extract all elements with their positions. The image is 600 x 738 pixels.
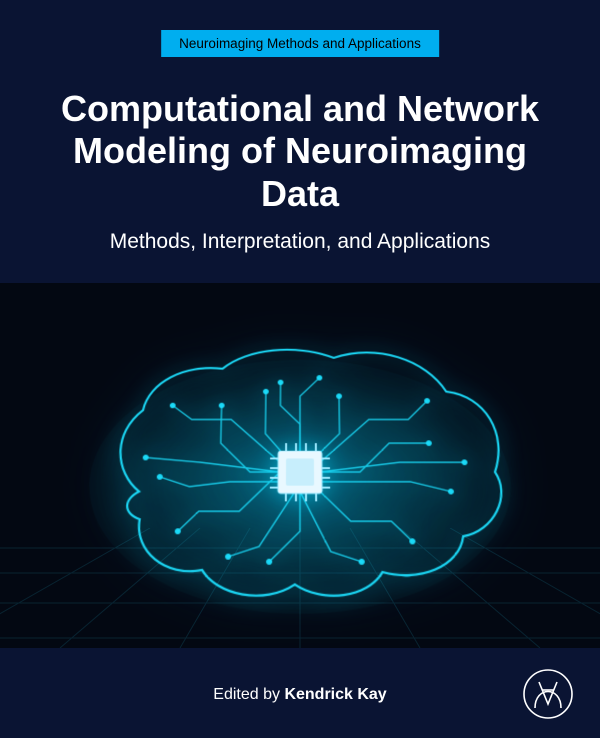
brain-circuit-icon	[59, 332, 541, 624]
cpu-chip-icon	[270, 443, 331, 501]
editor-credit: Edited by Kendrick Kay	[0, 686, 600, 704]
book-subtitle: Methods, Interpretation, and Application…	[0, 230, 600, 254]
editor-prefix: Edited by	[213, 686, 284, 703]
publisher-logo-icon	[522, 668, 574, 720]
book-title: Computational and Network Modeling of Ne…	[0, 88, 600, 215]
editor-name: Kendrick Kay	[284, 686, 386, 703]
cover-illustration	[0, 283, 600, 648]
series-badge: Neuroimaging Methods and Applications	[161, 30, 439, 57]
